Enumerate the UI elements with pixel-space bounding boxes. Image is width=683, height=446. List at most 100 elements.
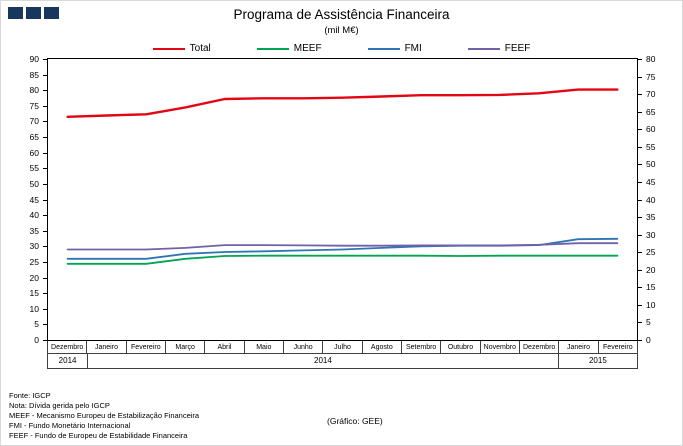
x-axis-year-label: 2014 (48, 354, 89, 369)
left-axis-tick (43, 152, 47, 154)
x-axis-month-label: Dezembro (519, 341, 560, 354)
left-axis-tick (43, 105, 47, 107)
chart-area: 0 5 10 15 20 25 30 35 40 45 50 55 60 65 70 75 80 85 90 0 5 1… (9, 53, 676, 344)
x-axis-month-label: Fevereiro (126, 341, 166, 354)
left-axis-tick-label: 25 (29, 256, 39, 267)
left-axis-tick-label: 50 (29, 178, 39, 189)
right-axis-tick-label: 45 (646, 176, 656, 187)
left-axis-tick-label: 80 (29, 84, 39, 95)
x-axis-month-label: Dezembro (48, 341, 88, 354)
left-axis-tick-label: 85 (29, 69, 39, 80)
left-axis-tick-label: 10 (29, 303, 39, 314)
right-axis-tick (638, 322, 642, 324)
right-axis-tick-label: 20 (646, 264, 656, 275)
right-axis-tick (638, 199, 642, 201)
left-axis-tick-label: 5 (34, 319, 39, 330)
legend-item-fmi: FMI (367, 43, 422, 54)
left-axis-tick-label: 45 (29, 194, 39, 205)
right-axis-tick (638, 129, 642, 131)
right-axis-tick (638, 340, 642, 341)
plot-area (47, 58, 638, 341)
right-axis-tick-label: 15 (646, 282, 656, 293)
chart-title: Programa de Assistência Financeira (233, 7, 450, 22)
right-axis-tick-label: 40 (646, 194, 656, 205)
x-axis-month-label: Agosto (362, 341, 402, 354)
right-axis-tick (638, 111, 642, 113)
left-axis-tick (43, 59, 47, 60)
left-axis-tick (43, 308, 47, 310)
left-axis-tick-label: 20 (29, 272, 39, 283)
x-axis-month-label: Novembro (480, 341, 520, 354)
legend-item-feef: FEEF (467, 43, 530, 54)
logo-square (44, 7, 59, 19)
left-axis-tick (43, 246, 47, 248)
right-axis-tick-label: 0 (646, 334, 651, 345)
right-axis-tick-label: 50 (646, 159, 656, 170)
legend-label: Total (189, 43, 211, 54)
logo-square (26, 7, 41, 19)
right-axis-tick-label: 10 (646, 299, 656, 310)
left-y-axis: 0 5 10 15 20 25 30 35 40 45 50 55 60 65 70 75 80 85 90 (9, 55, 47, 344)
left-axis-tick-label: 65 (29, 131, 39, 142)
x-axis-month-label: Outubro (441, 341, 481, 354)
left-axis-tick (43, 340, 47, 341)
right-axis-tick-label: 60 (646, 124, 656, 134)
left-axis-tick (43, 277, 47, 279)
legend-marker-total (152, 47, 185, 50)
legend-item-total: Total (152, 43, 211, 54)
x-axis-month-label: Janeiro (87, 341, 127, 354)
x-axis-month-label: Junho (283, 341, 324, 354)
left-axis-tick-label: 55 (29, 163, 39, 174)
legend: Total MEEF FMI FEEF (1, 43, 682, 54)
right-axis-tick (638, 164, 642, 166)
left-axis-tick (43, 90, 47, 92)
legend-label: FMI (404, 43, 422, 54)
logo (8, 7, 59, 19)
x-axis-month-label: Fevereiro (598, 341, 638, 354)
series-line-total (66, 88, 619, 118)
credit-label: (Gráfico: GEE) (327, 416, 383, 426)
left-axis-tick (43, 230, 47, 232)
legend-label: MEEF (293, 43, 322, 54)
left-axis-tick-label: 70 (29, 116, 39, 127)
x-axis-months: Dezembro Janeiro Fevereiro Março Abril Maio Ju… (47, 341, 638, 354)
footnote-fmi: FMI - Fundo Monetário Internacional (9, 420, 131, 430)
footnote-meef: MEEF - Mecanismo Europeu de Estabilizaçã… (9, 410, 200, 420)
right-axis-tick-label: 55 (646, 141, 656, 152)
right-axis-tick (638, 269, 642, 271)
x-axis-year-label: 2014 (88, 354, 559, 369)
x-axis: Dezembro Janeiro Fevereiro Março Abril Maio Ju… (47, 341, 638, 369)
right-axis-tick (638, 94, 642, 96)
right-axis-tick (638, 59, 642, 60)
x-axis-month-label: Julho (323, 341, 363, 354)
chart-svg (66, 88, 619, 265)
footnote-source: Fonte: IGCP (9, 391, 51, 400)
legend-marker-meef (256, 47, 289, 50)
x-axis-month-label: Maio (244, 341, 284, 354)
right-axis-tick (638, 287, 642, 289)
right-axis-tick-label: 5 (646, 317, 651, 328)
x-axis-month-label: Janeiro (559, 341, 599, 354)
right-axis-tick (638, 234, 642, 236)
left-axis-tick (43, 183, 47, 185)
left-axis-tick-label: 60 (29, 147, 39, 158)
right-axis-tick-label: 70 (646, 88, 656, 99)
left-axis-tick (43, 168, 47, 170)
legend-marker-feef (467, 47, 500, 50)
left-axis-tick-label: 15 (29, 287, 39, 298)
left-axis-tick (43, 293, 47, 295)
left-axis-tick-label: 40 (29, 209, 39, 220)
right-axis-tick-label: 35 (646, 211, 656, 222)
right-axis-tick-label: 80 (646, 53, 656, 64)
right-axis-tick-label: 30 (646, 229, 656, 240)
right-axis-tick (638, 304, 642, 306)
x-axis-month-label: Setembro (401, 341, 442, 354)
chart-subtitle: (mil M€) (324, 25, 359, 36)
x-axis-month-label: Março (165, 341, 206, 354)
series-line-feef (66, 242, 619, 251)
footnote-note: Nota: Dívida gerida pelo IGCP (9, 400, 110, 410)
left-axis-tick (43, 199, 47, 201)
left-axis-tick (43, 74, 47, 76)
footnote-feef: FEEF - Fundo de Europeu de Estabilidade … (9, 430, 188, 440)
